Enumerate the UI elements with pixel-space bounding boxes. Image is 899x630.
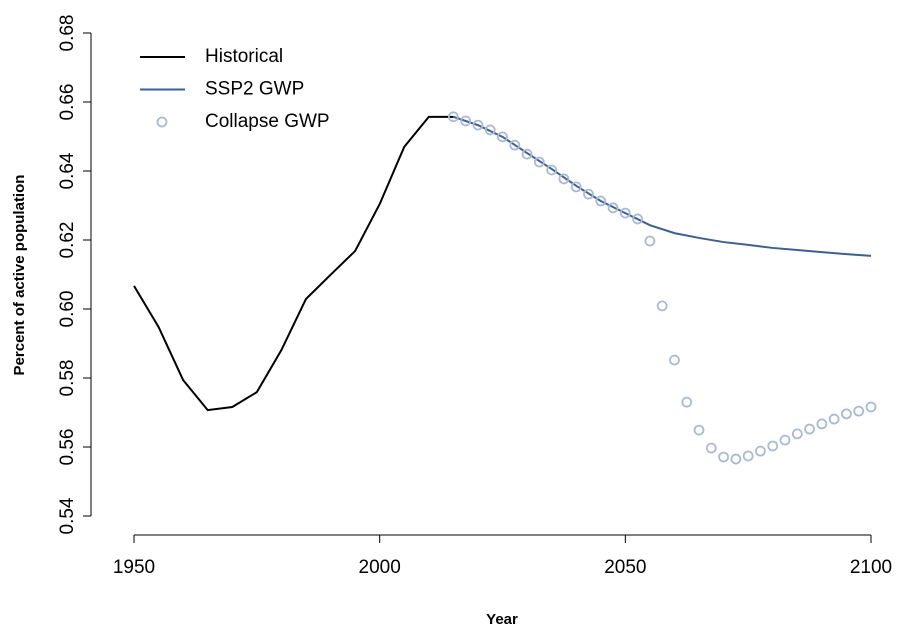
legend-label: SSP2 GWP [205,79,304,100]
data-point [558,173,570,185]
data-point [583,188,594,200]
data-point [693,424,705,436]
data-point [460,115,472,127]
data-point [828,413,840,425]
data-point [767,440,779,452]
data-point [484,124,496,136]
series-line [453,115,872,257]
data-point [681,396,693,408]
y-tick-label: 0.56 [57,429,78,466]
data-point [644,235,656,247]
data-point [742,450,754,462]
data-point [779,434,791,446]
data-point [619,207,631,219]
data-point [533,156,545,168]
y-tick-label: 0.68 [57,15,78,52]
legend-label: Collapse GWP [205,111,330,132]
data-point [791,428,803,440]
data-point [595,195,607,207]
y-tick-label: 0.62 [57,222,78,259]
x-tick-label: 2000 [359,557,401,578]
data-point [718,451,729,463]
data-point [570,181,582,193]
legend-symbol [156,116,168,128]
y-tick-label: 0.60 [57,291,78,328]
data-point [509,139,521,151]
data-point [447,111,459,123]
data-point [669,354,680,366]
data-point [841,408,852,420]
data-point [497,131,508,143]
data-point [607,202,619,214]
y-tick-label: 0.66 [57,84,78,121]
data-point [755,445,766,457]
x-tick-label: 1950 [113,557,155,578]
series-line [133,115,454,412]
x-axis-label: Year [486,611,518,628]
data-point [730,453,742,465]
y-tick-label: 0.54 [57,497,78,534]
x-tick-label: 2050 [604,557,646,578]
data-point [705,442,717,454]
data-point [865,401,877,413]
data-point [656,300,668,312]
y-axis-label: Percent of active population [11,175,28,376]
x-tick-label: 2100 [850,557,892,578]
data-point [472,119,484,131]
data-point [853,405,865,417]
y-tick-label: 0.58 [57,360,78,397]
data-point [804,423,815,435]
legend-label: Historical [205,46,283,67]
data-point [816,418,828,430]
data-point [521,148,533,160]
y-tick-label: 0.64 [57,152,78,189]
data-point [546,164,558,176]
data-point [632,213,644,225]
